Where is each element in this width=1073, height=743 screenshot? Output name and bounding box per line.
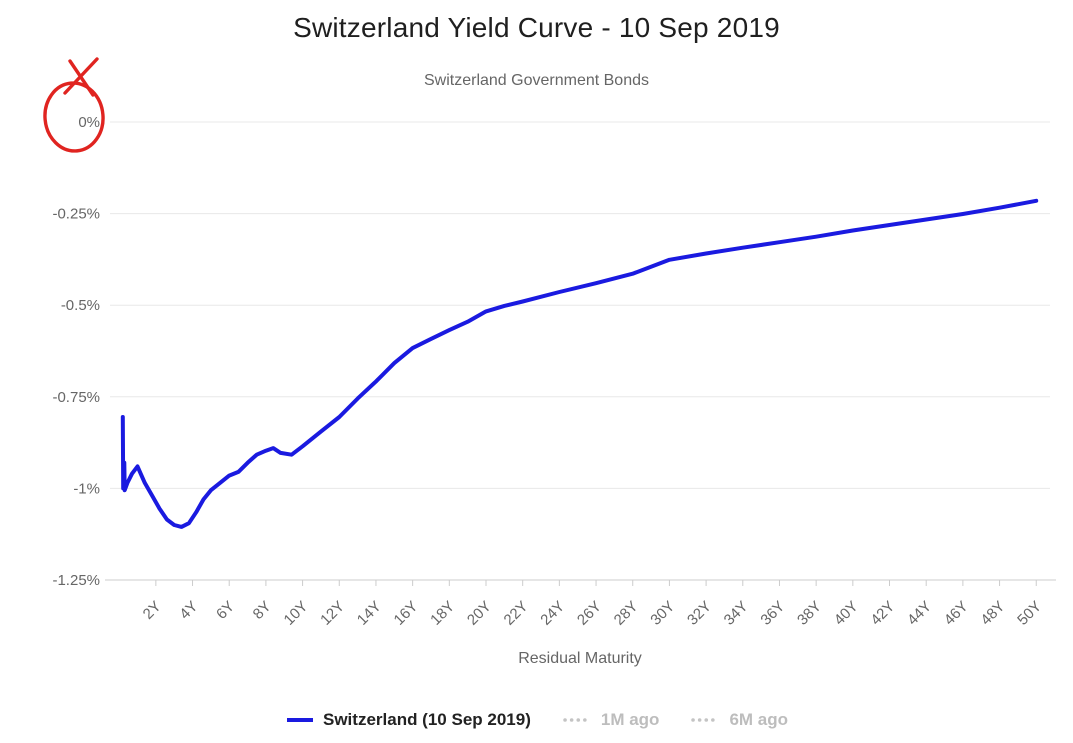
svg-text:4Y: 4Y [176,598,201,623]
svg-text:6Y: 6Y [213,598,238,623]
dotted-line-swatch [691,718,722,722]
svg-text:-0.75%: -0.75% [52,389,100,406]
dotted-line-swatch [563,718,593,722]
svg-text:40Y: 40Y [831,598,862,629]
svg-text:30Y: 30Y [647,598,678,629]
svg-text:22Y: 22Y [501,598,532,629]
legend-label: 6M ago [729,710,788,729]
legend-label: Switzerland (10 Sep 2019) [323,710,531,729]
svg-text:48Y: 48Y [977,598,1008,629]
svg-text:42Y: 42Y [867,598,898,629]
svg-text:34Y: 34Y [721,598,752,629]
legend-item-1m-ago[interactable]: 1M ago [563,710,660,730]
legend-label: 1M ago [600,710,660,729]
svg-text:0%: 0% [78,114,100,131]
svg-text:50Y: 50Y [1014,598,1045,629]
x-axis-title: Residual Maturity [518,650,642,667]
svg-text:8Y: 8Y [250,598,275,623]
svg-text:28Y: 28Y [611,598,642,629]
svg-text:24Y: 24Y [537,598,568,629]
svg-text:38Y: 38Y [794,598,825,629]
page-title: Switzerland Yield Curve - 10 Sep 2019 [293,12,780,43]
svg-text:-1.25%: -1.25% [52,572,100,589]
svg-text:20Y: 20Y [464,598,495,629]
svg-text:-1%: -1% [73,480,100,497]
svg-text:16Y: 16Y [391,598,422,629]
svg-text:36Y: 36Y [757,598,788,629]
svg-text:-0.25%: -0.25% [52,206,100,223]
svg-text:18Y: 18Y [427,598,458,629]
legend-item-6m-ago[interactable]: 6M ago [691,710,788,730]
solid-line-swatch [287,718,313,722]
svg-text:44Y: 44Y [904,598,935,629]
svg-text:14Y: 14Y [354,598,385,629]
svg-text:46Y: 46Y [941,598,972,629]
svg-text:10Y: 10Y [281,598,312,629]
chart-legend: Switzerland (10 Sep 2019) 1M ago 6M ago [0,710,1073,730]
svg-text:26Y: 26Y [574,598,605,629]
svg-text:-0.5%: -0.5% [61,297,100,314]
svg-text:12Y: 12Y [317,598,348,629]
chart-subtitle: Switzerland Government Bonds [424,72,649,89]
svg-text:2Y: 2Y [140,598,165,623]
legend-item-switzerland-10-sep-2019[interactable]: Switzerland (10 Sep 2019) [285,710,531,730]
svg-text:32Y: 32Y [684,598,715,629]
